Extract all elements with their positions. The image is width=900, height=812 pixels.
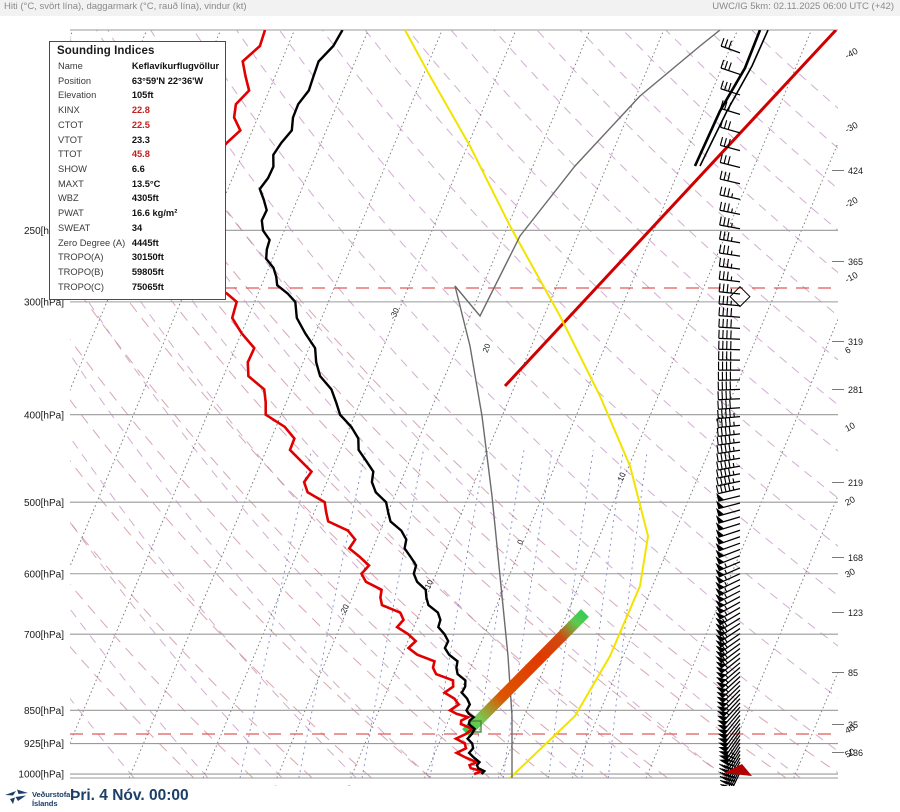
pressure-axis-label: 925[hPa] xyxy=(24,739,64,750)
indices-row-label: CTOT xyxy=(56,118,126,133)
indices-row-value: 6.6 xyxy=(126,162,220,177)
header-right-caption: UWC/IG 5km: 02.11.2025 06:00 UTC (+42) xyxy=(712,1,894,12)
indices-row-value: 22.8 xyxy=(126,103,220,118)
indices-row-value: 22.5 xyxy=(126,118,220,133)
indices-row-label: TROPO(B) xyxy=(56,265,126,280)
indices-row-label: SHOW xyxy=(56,162,126,177)
pressure-axis-label: 600[hPa] xyxy=(24,569,64,580)
pressure-axis-label: 400[hPa] xyxy=(24,410,64,421)
right-axis-height-label: 219 xyxy=(848,478,863,488)
indices-row-label: TROPO(C) xyxy=(56,280,126,295)
indices-row-value: 34 xyxy=(126,221,220,236)
indices-row-label: Elevation xyxy=(56,88,126,103)
indices-row-value: Keflavíkurflugvöllur xyxy=(126,59,220,74)
indices-row: Zero Degree (A)4445ft xyxy=(56,236,220,251)
indices-row-value: 75065ft xyxy=(126,280,220,295)
right-axis-height-label: 424 xyxy=(848,166,863,176)
logo-line-2: Íslands xyxy=(32,800,70,809)
pressure-axis-label: 700[hPa] xyxy=(24,630,64,641)
indices-row-value: 105ft xyxy=(126,88,220,103)
right-axis-temperature-label: -30 xyxy=(843,120,859,135)
indices-row-label: Position xyxy=(56,74,126,89)
right-axis-temperature-label: -20 xyxy=(843,195,859,210)
right-axis-height-label: 168 xyxy=(848,553,863,563)
right-axis-temperature-label: 10 xyxy=(843,420,857,434)
indices-row-label: KINX xyxy=(56,103,126,118)
indices-row-value: 30150ft xyxy=(126,250,220,265)
sounding-indices-title: Sounding Indices xyxy=(57,45,220,57)
right-axis-height-label: 319 xyxy=(848,337,863,347)
pressure-axis-label: 500[hPa] xyxy=(24,498,64,509)
right-axis-height-label: 281 xyxy=(848,385,863,395)
footer-bar: Veðurstofa Íslands Þri. 4 Nóv. 00:00 xyxy=(0,786,900,808)
indices-row-label: TROPO(A) xyxy=(56,250,126,265)
right-axis-temperature-label: 30 xyxy=(843,566,857,580)
indices-row-label: PWAT xyxy=(56,206,126,221)
indices-row: TROPO(C)75065ft xyxy=(56,280,220,295)
indices-row-label: WBZ xyxy=(56,191,126,206)
header-left-caption: Hiti (°C, svört lína), daggarmark (°C, r… xyxy=(4,1,247,12)
right-axis-temperature-label: -40 xyxy=(843,46,859,61)
right-axis-temperature-label: 20 xyxy=(843,494,857,508)
right-axis-height-label: 365 xyxy=(848,257,863,267)
indices-row-value: 63°59'N 22°36'W xyxy=(126,74,220,89)
right-axis-height-label: 123 xyxy=(848,608,863,618)
indices-row-label: Name xyxy=(56,59,126,74)
logo-arrow-icon xyxy=(4,788,30,807)
right-axis-temperature-label: -10 xyxy=(843,270,859,285)
indices-row-value: 16.6 kg/m² xyxy=(126,206,220,221)
indices-row: TROPO(B)59805ft xyxy=(56,265,220,280)
indices-row-label: Zero Degree (A) xyxy=(56,236,126,251)
right-axis-height-label: 85 xyxy=(848,668,858,678)
logo-text: Veðurstofa Íslands xyxy=(32,791,70,808)
valid-time-stamp: Þri. 4 Nóv. 00:00 xyxy=(70,787,189,805)
indices-row-label: SWEAT xyxy=(56,221,126,236)
indices-row-value: 4445ft xyxy=(126,236,220,251)
indices-row-label: MAXT xyxy=(56,177,126,192)
pressure-axis-label: 850[hPa] xyxy=(24,706,64,717)
pressure-axis-label: 1000[hPa] xyxy=(18,770,64,781)
indices-row-value: 4305ft xyxy=(126,191,220,206)
right-axis-height-label: 136 xyxy=(848,748,863,758)
indices-row-value: 13.5°C xyxy=(126,177,220,192)
indices-row-value: 59805ft xyxy=(126,265,220,280)
header-bar: Hiti (°C, svört lína), daggarmark (°C, r… xyxy=(0,0,900,16)
indices-row-value: 23.3 xyxy=(126,133,220,148)
indices-row: TROPO(A)30150ft xyxy=(56,250,220,265)
right-axis-height-label: 35 xyxy=(848,720,858,730)
indices-row-label: VTOT xyxy=(56,133,126,148)
indices-row-value: 45.8 xyxy=(126,147,220,162)
indices-row-label: TTOT xyxy=(56,147,126,162)
